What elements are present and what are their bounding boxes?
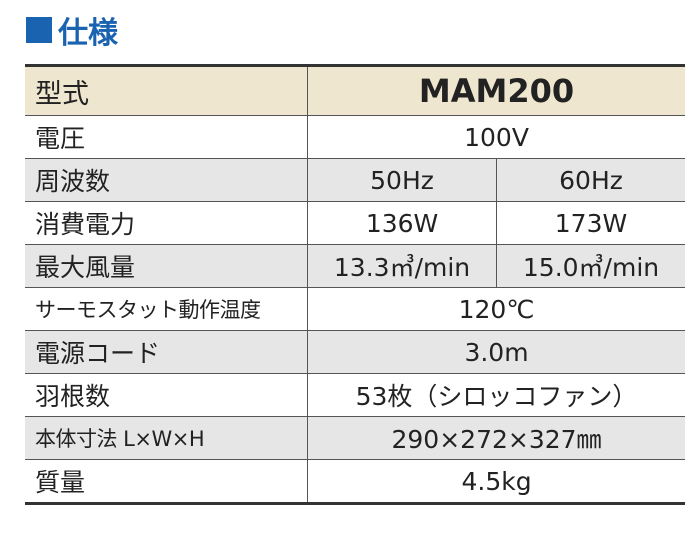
row-label: 消費電力 <box>25 201 309 245</box>
row-label: サーモスタット動作温度 <box>25 287 309 331</box>
title-text: 仕様 <box>58 16 118 51</box>
table-row: 羽根数 53枚（シロッコファン） <box>25 373 685 417</box>
table-row: 型式 MAM200 <box>25 65 685 116</box>
row-label: 羽根数 <box>25 373 309 417</box>
table-row: 本体寸法 L×W×H 290×272×327㎜ <box>25 416 685 460</box>
row-value: 60Hz <box>496 158 685 202</box>
table-row: 電圧 100V <box>25 115 685 159</box>
row-label: 質量 <box>25 459 309 504</box>
spec-table: 型式 MAM200 電圧 100V 周波数 50Hz 60Hz 消費電力 136W 173W 最大風… <box>25 64 685 505</box>
table-row: 周波数 50Hz 60Hz <box>25 158 685 202</box>
row-label: 電源コード <box>25 330 309 374</box>
row-value: 53枚（シロッコファン） <box>307 373 685 417</box>
row-label: 最大風量 <box>25 244 309 288</box>
row-value: 290×272×327㎜ <box>307 416 685 460</box>
table-row: サーモスタット動作温度 120℃ <box>25 287 685 331</box>
row-value: 120℃ <box>307 287 685 331</box>
row-value: 50Hz <box>307 158 498 202</box>
table-row: 消費電力 136W 173W <box>25 201 685 245</box>
row-value: MAM200 <box>307 65 685 116</box>
section-title: 仕様 <box>26 10 118 51</box>
title-square <box>26 17 52 43</box>
table-row: 最大風量 13.3㎥/min 15.0㎥/min <box>25 244 685 288</box>
row-value: 3.0m <box>307 330 685 374</box>
table-row: 電源コード 3.0m <box>25 330 685 374</box>
table-row: 質量 4.5kg <box>25 459 685 504</box>
row-label: 本体寸法 L×W×H <box>25 416 309 460</box>
row-value: 136W <box>307 201 498 245</box>
row-value: 4.5kg <box>307 459 685 504</box>
row-value: 100V <box>307 115 685 159</box>
row-value: 13.3㎥/min <box>307 244 498 288</box>
row-label: 電圧 <box>25 115 309 159</box>
row-label: 周波数 <box>25 158 309 202</box>
row-label: 型式 <box>25 65 309 116</box>
row-value: 15.0㎥/min <box>496 244 685 288</box>
row-value: 173W <box>496 201 685 245</box>
